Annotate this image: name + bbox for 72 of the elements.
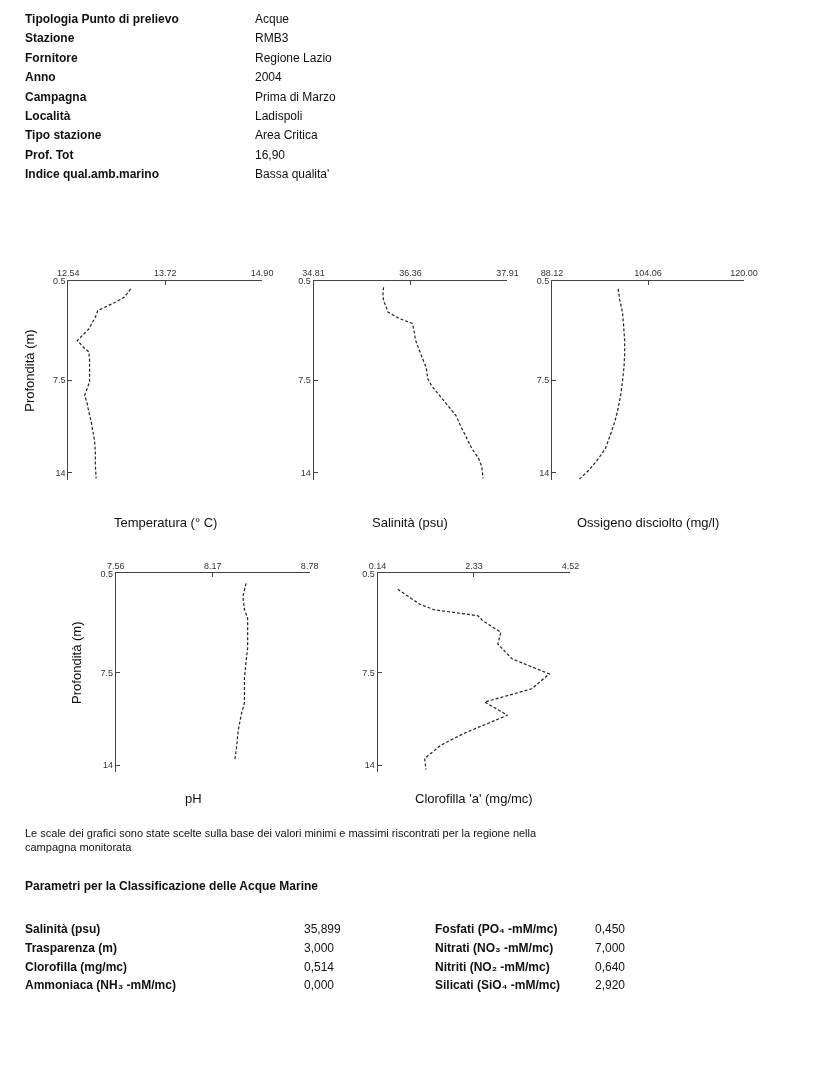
y-tick-label: 14 — [300, 467, 311, 478]
x-axis-title: pH — [185, 791, 202, 806]
text: Tipologia Punto di prelievo — [25, 12, 179, 26]
y-tick-label: 14 — [364, 760, 375, 771]
text: Le scale dei grafici sono state scelte sulla base dei valori minimi e massimi riscontrati per la regione nella campagna monitorata — [25, 827, 538, 854]
text: Fornitore — [25, 51, 78, 65]
x-tick-label: 2.33 — [465, 560, 483, 571]
text: Area Critica — [255, 128, 319, 142]
x-tick-label: 14.90 — [250, 268, 274, 279]
text: Parametri per la Classificazione delle Acque Marine — [25, 879, 319, 893]
x-tick-label: 8.78 — [300, 560, 319, 571]
line-series — [76, 288, 132, 479]
x-tick-label: 120.00 — [730, 268, 758, 279]
text: Stazione — [25, 31, 75, 45]
text: Indice qual.amb.marino — [25, 167, 160, 181]
text: RMB3 — [255, 31, 289, 45]
x-tick-label: 4.52 — [561, 560, 580, 571]
y-axis-title: Profondità (m) — [68, 621, 84, 704]
line-series — [578, 288, 626, 480]
text: Silicati (SiO₄ -mM/mc) — [435, 978, 561, 992]
line-series — [382, 286, 484, 479]
x-tick-label: 0.14 — [368, 560, 387, 571]
y-tick-label: 14 — [102, 760, 113, 771]
y-tick-label: 0.5 — [100, 568, 113, 579]
x-tick-label: 36.36 — [399, 268, 422, 279]
text: Anno — [25, 70, 56, 84]
text: Regione Lazio — [255, 51, 333, 65]
y-tick-label: 7.5 — [362, 668, 375, 679]
line-series — [234, 582, 249, 760]
x-axis-title: Temperatura (° C) — [114, 515, 218, 530]
text: 2,920 — [595, 978, 626, 992]
text: 2004 — [255, 70, 283, 84]
x-axis-title: Ossigeno disciolto (mg/l) — [577, 515, 720, 530]
text: Nitriti (NO₂ -mM/mc) — [435, 960, 550, 974]
text: Fosfati (PO₄ -mM/mc) — [435, 922, 558, 936]
text: Prof. Tot — [25, 148, 74, 162]
text: Prima di Marzo — [255, 90, 337, 104]
text: 7,000 — [595, 941, 626, 955]
x-axis-title: Clorofilla 'a' (mg/mc) — [415, 791, 533, 806]
text: Clorofilla (mg/mc) — [25, 960, 128, 974]
text: Nitrati (NO₃ -mM/mc) — [435, 941, 554, 955]
line-series — [397, 588, 550, 771]
text: Campagna — [25, 90, 87, 104]
text: Località — [25, 109, 71, 123]
y-tick-label: 14 — [55, 467, 66, 478]
text: Trasparenza (m) — [25, 941, 118, 955]
text: 0,450 — [595, 922, 626, 936]
text: 16,90 — [255, 148, 286, 162]
text: Tipo stazione — [25, 128, 102, 142]
y-tick-label: 7.5 — [52, 375, 66, 386]
x-axis-title: Salinità (psu) — [372, 515, 448, 530]
text: Ladispoli — [255, 109, 303, 123]
text: Bassa qualita' — [255, 167, 330, 181]
text: 0,514 — [304, 960, 335, 974]
x-tick-label: 37.91 — [496, 268, 519, 279]
text: Ammoniaca (NH₃ -mM/mc) — [25, 978, 176, 992]
x-tick-label: 7.56 — [106, 560, 125, 571]
y-axis-title: Profondità (m) — [22, 329, 38, 412]
text: 0,000 — [304, 978, 335, 992]
text: Acque — [255, 12, 290, 26]
text: 35,899 — [304, 922, 342, 936]
y-tick-label: 7.5 — [536, 375, 550, 386]
text: 0,640 — [595, 960, 626, 974]
y-tick-label: 7.5 — [100, 668, 113, 679]
text: Salinità (psu) — [25, 922, 101, 936]
text: 3,000 — [304, 941, 335, 955]
y-tick-label: 7.5 — [298, 375, 311, 386]
x-tick-label: 13.72 — [153, 268, 177, 279]
x-tick-label: 104.06 — [634, 268, 662, 279]
y-tick-label: 0.5 — [362, 568, 375, 579]
y-tick-label: 14 — [539, 467, 550, 478]
x-tick-label: 8.17 — [203, 560, 222, 571]
